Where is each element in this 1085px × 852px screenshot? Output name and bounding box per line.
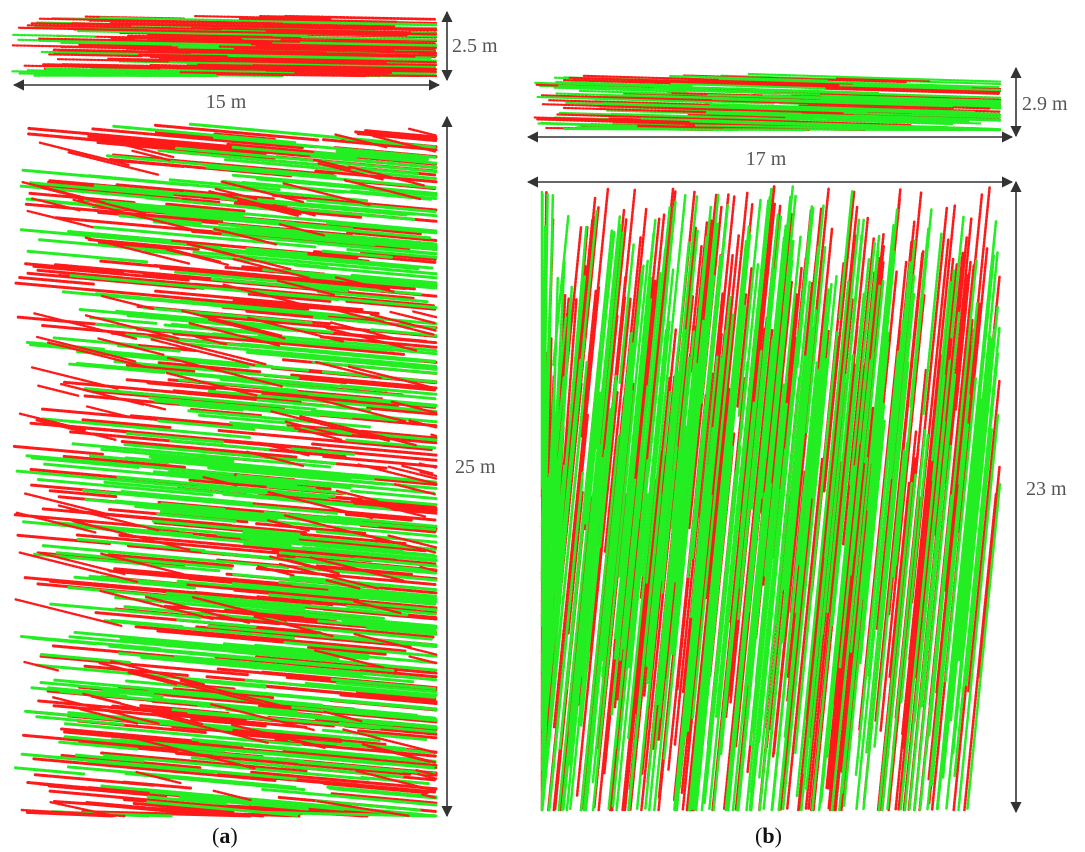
panel-b-top-view-point-cloud (540, 185, 1002, 812)
point-streaks-green (17, 15, 438, 78)
panel-a-side-view-point-cloud (11, 14, 438, 78)
point-streaks-green (13, 122, 438, 818)
panel-b-caption: (b) (755, 823, 782, 849)
panel-b-caption-close: ) (774, 823, 782, 848)
panel-b-top-height-label: 23 m (1026, 478, 1067, 500)
panel-a-caption: (a) (212, 823, 238, 849)
panel-a-side-height-label: 2.5 m (452, 35, 498, 57)
panel-b-caption-open: ( (755, 823, 763, 848)
panel-a-caption-close: ) (230, 823, 238, 848)
panel-a-width-label: 15 m (206, 91, 247, 113)
panel-a-top-height-label: 25 m (455, 456, 496, 478)
point-streaks-green (536, 74, 1002, 132)
panel-b-width-label: 17 m (746, 148, 787, 170)
panel-a-caption-open: ( (212, 823, 220, 848)
panel-b-caption-letter: b (762, 823, 775, 848)
panel-b-side-height-label: 2.9 m (1022, 93, 1068, 115)
panel-a-caption-letter: a (219, 823, 231, 848)
panel-b-side-view-point-cloud (533, 72, 1002, 132)
panel-b: 2.9 m 17 m 23 m (526, 66, 1084, 814)
panel-a: 2.5 m 15 m 25 m (11, 10, 518, 818)
panel-a-top-view-point-cloud (12, 122, 438, 818)
point-streaks-red (14, 127, 438, 818)
point-streaks-green (540, 185, 1002, 812)
